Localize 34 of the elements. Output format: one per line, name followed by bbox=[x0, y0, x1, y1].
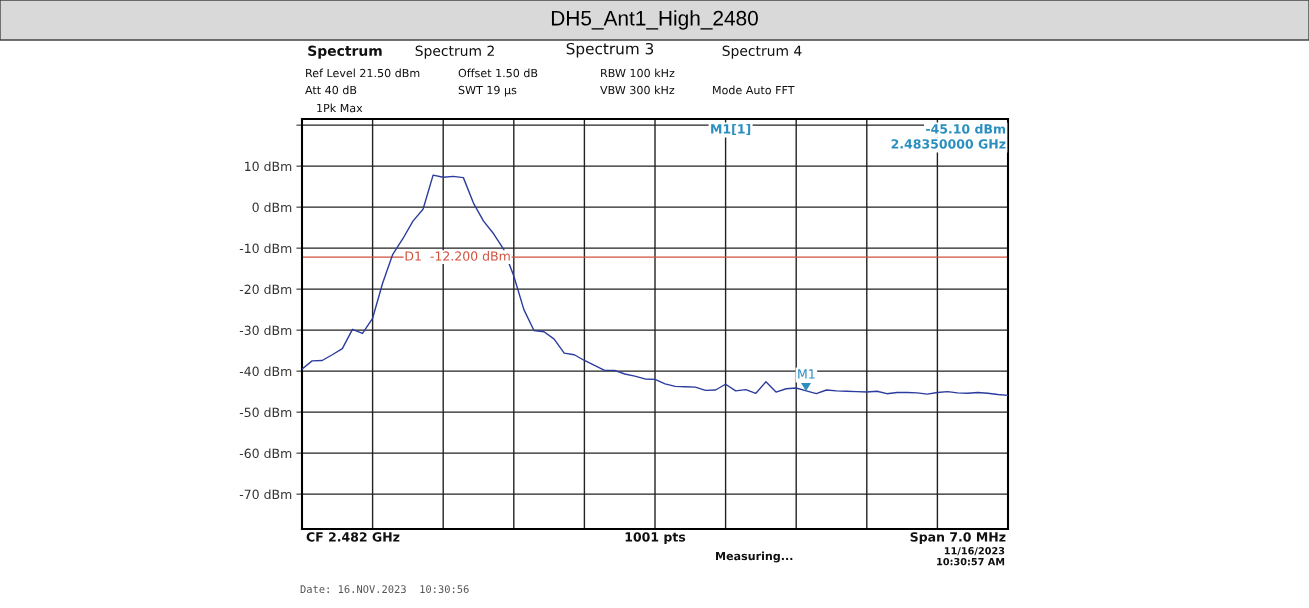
text: Measuring... bbox=[716, 551, 793, 563]
annotation: -45.10 dBm bbox=[926, 123, 1006, 134]
y-tick-label: 0 dBm bbox=[252, 202, 292, 213]
text: Date: 16.NOV.2023 10:30:56 bbox=[300, 585, 469, 594]
chart-title: DH5_Ant1_High_2480 bbox=[551, 10, 758, 30]
y-tick-label: -40 dBm bbox=[239, 366, 292, 377]
text: Offset 1.50 dB bbox=[458, 68, 538, 78]
line-series bbox=[302, 174, 1008, 397]
text: 11/16/2023 10:30:57 AM bbox=[937, 547, 1005, 566]
text: SWT 19 µs bbox=[458, 85, 517, 97]
text: Spectrum 4 bbox=[722, 45, 802, 59]
y-tick-label: 10 dBm bbox=[245, 161, 292, 172]
annotation: 2.48350000 GHz bbox=[891, 139, 1006, 149]
annotation: M1[1] bbox=[711, 123, 751, 136]
text: RBW 100 kHz bbox=[601, 68, 675, 78]
y-tick-label: -20 dBm bbox=[239, 284, 292, 295]
text: Att 40 dB bbox=[305, 85, 357, 95]
text: Spectrum 3 bbox=[566, 42, 654, 58]
text: Spectrum bbox=[308, 45, 382, 59]
ref-line-label: D1 -12.200 dBm bbox=[405, 251, 510, 261]
text: CF 2.482 GHz bbox=[306, 532, 400, 542]
text: 1001 pts bbox=[625, 532, 686, 545]
y-tick-label: -10 dBm bbox=[239, 243, 292, 254]
y-tick-label: -70 dBm bbox=[239, 489, 292, 500]
text: VBW 300 kHz bbox=[600, 85, 675, 95]
annotation: M1 bbox=[798, 369, 815, 379]
y-tick-label: -30 dBm bbox=[239, 325, 292, 336]
y-tick-label: -50 dBm bbox=[239, 407, 292, 418]
text: Spectrum 2 bbox=[415, 45, 494, 59]
text: 1Pk Max bbox=[317, 103, 363, 113]
y-tick-label: -60 dBm bbox=[239, 448, 292, 459]
text: Mode Auto FFT bbox=[713, 85, 795, 95]
text: Span 7.0 MHz bbox=[910, 532, 1006, 545]
text: Ref Level 21.50 dBm bbox=[306, 68, 420, 78]
